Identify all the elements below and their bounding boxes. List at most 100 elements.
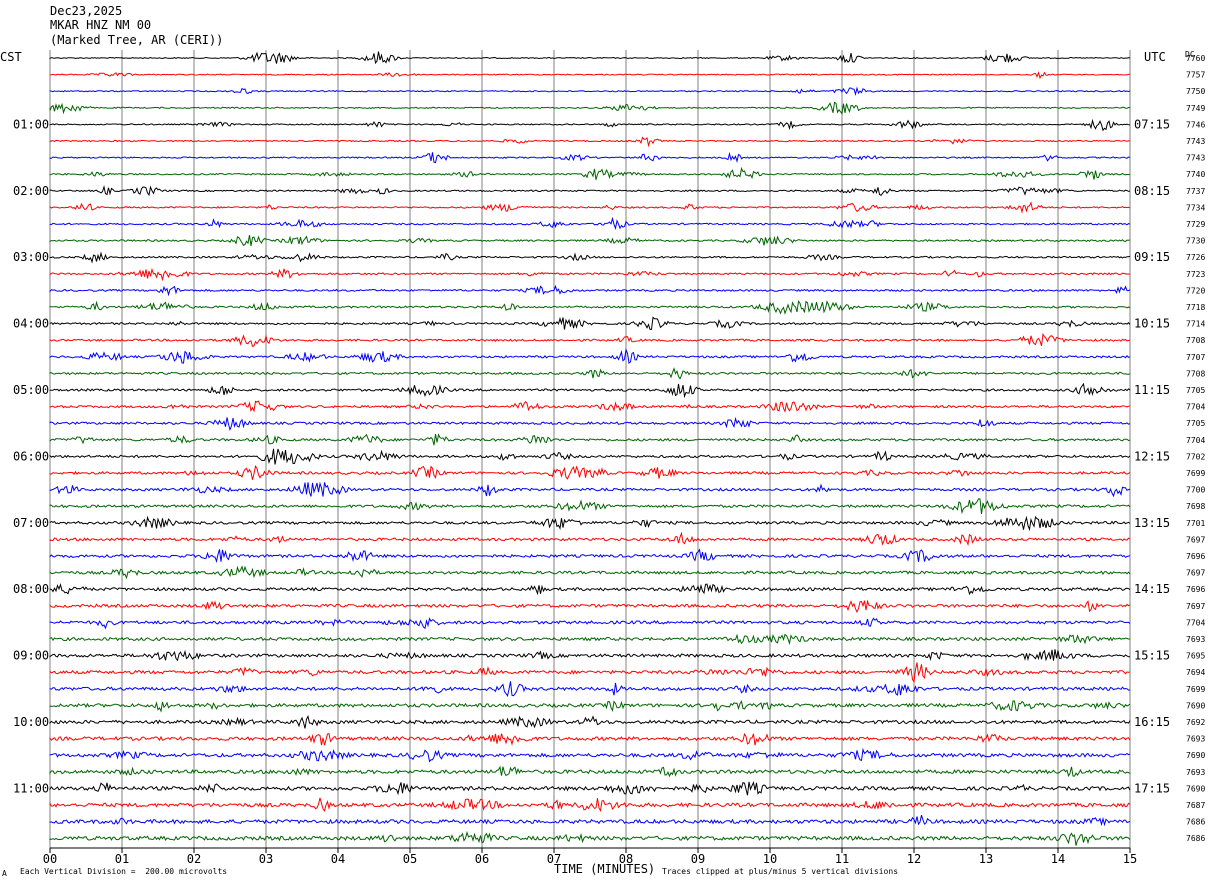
trace-26 bbox=[49, 465, 1131, 480]
station-code: MKAR HNZ NM 00 bbox=[50, 18, 152, 32]
dc-offset: 7760 bbox=[1186, 54, 1205, 63]
trace-42 bbox=[49, 732, 1131, 746]
dc-offset: 7705 bbox=[1186, 386, 1205, 395]
trace-7 bbox=[49, 151, 1131, 164]
utc-label: 16:15 bbox=[1134, 715, 1170, 729]
trace-11 bbox=[49, 216, 1131, 231]
dc-offset: 7693 bbox=[1186, 635, 1205, 644]
dc-offset: 7700 bbox=[1186, 486, 1205, 495]
utc-label: 13:15 bbox=[1134, 516, 1170, 530]
dc-offset: 7698 bbox=[1186, 502, 1205, 511]
dc-offset: 7734 bbox=[1186, 203, 1205, 212]
dc-offset: 7686 bbox=[1186, 834, 1205, 843]
x-tick-label: 12 bbox=[907, 852, 921, 866]
chart-date: Dec23,2025 bbox=[50, 4, 123, 18]
dc-offset: 7704 bbox=[1186, 618, 1205, 627]
x-tick-label: 01 bbox=[115, 852, 129, 866]
utc-label: 11:15 bbox=[1134, 383, 1170, 397]
x-tick-label: 07 bbox=[547, 852, 561, 866]
cst-label: 09:00 bbox=[13, 649, 49, 663]
dc-offset: 7694 bbox=[1186, 668, 1205, 677]
trace-4 bbox=[49, 101, 1131, 115]
dc-offset: 7729 bbox=[1186, 220, 1205, 229]
dc-offset: 7695 bbox=[1186, 652, 1205, 661]
trace-47 bbox=[49, 814, 1131, 827]
trace-5 bbox=[49, 118, 1131, 132]
utc-label: 10:15 bbox=[1134, 317, 1170, 331]
trace-12 bbox=[49, 235, 1131, 247]
cst-label: 06:00 bbox=[13, 449, 49, 463]
trace-30 bbox=[49, 531, 1131, 547]
x-tick-label: 03 bbox=[259, 852, 273, 866]
trace-29 bbox=[49, 515, 1131, 532]
trace-34 bbox=[49, 599, 1131, 614]
dc-offset: 7743 bbox=[1186, 154, 1205, 163]
x-tick-label: 00 bbox=[43, 852, 57, 866]
trace-18 bbox=[49, 332, 1131, 348]
x-tick-label: 02 bbox=[187, 852, 201, 866]
cst-label: 10:00 bbox=[13, 715, 49, 729]
trace-44 bbox=[49, 765, 1131, 778]
dc-offset: 7690 bbox=[1186, 751, 1205, 760]
dc-offset: 7708 bbox=[1186, 336, 1205, 345]
trace-2 bbox=[49, 71, 1131, 80]
dc-offset: 7697 bbox=[1186, 569, 1205, 578]
x-tick-label: 11 bbox=[835, 852, 849, 866]
trace-41 bbox=[49, 714, 1131, 729]
x-tick-label: 13 bbox=[979, 852, 993, 866]
cst-time-labels: 01:00 02:00 03:00 04:00 05:00 06:00 07:00 08:00… bbox=[13, 117, 49, 795]
dc-offset: 7707 bbox=[1186, 353, 1205, 362]
trace-25 bbox=[49, 448, 1131, 465]
dc-offset: 7701 bbox=[1186, 519, 1205, 528]
scale-note: Each Vertical Division = 200.00 microvol… bbox=[20, 867, 228, 876]
dc-offset: 7699 bbox=[1186, 685, 1205, 694]
dc-offset: 7730 bbox=[1186, 237, 1205, 246]
trace-40 bbox=[49, 700, 1131, 713]
cst-label: 01:00 bbox=[13, 117, 49, 131]
dc-offset: 7708 bbox=[1186, 369, 1205, 378]
dc-offset: 7750 bbox=[1186, 87, 1205, 96]
trace-group bbox=[49, 51, 1131, 846]
cst-label: 05:00 bbox=[13, 383, 49, 397]
corner-mark: A bbox=[2, 869, 7, 878]
utc-time-labels: 07:15 08:15 09:15 10:15 11:15 12:15 13:15 14:15… bbox=[1134, 117, 1170, 795]
dc-offset: 7740 bbox=[1186, 170, 1205, 179]
trace-13 bbox=[49, 251, 1131, 264]
trace-39 bbox=[49, 681, 1131, 698]
utc-label: 08:15 bbox=[1134, 184, 1170, 198]
dc-offset: 7704 bbox=[1186, 436, 1205, 445]
minute-grid bbox=[49, 50, 1131, 848]
trace-16 bbox=[49, 300, 1131, 315]
trace-21 bbox=[49, 382, 1131, 399]
dc-offset: 7696 bbox=[1186, 585, 1205, 594]
trace-15 bbox=[49, 284, 1131, 297]
cst-label: 07:00 bbox=[13, 516, 49, 530]
trace-20 bbox=[49, 367, 1131, 380]
dc-offset: 7693 bbox=[1186, 735, 1205, 744]
dc-offset: 7704 bbox=[1186, 403, 1205, 412]
dc-offset: 7743 bbox=[1186, 137, 1205, 146]
trace-38 bbox=[49, 662, 1131, 684]
trace-27 bbox=[49, 481, 1131, 498]
trace-10 bbox=[49, 201, 1131, 214]
trace-6 bbox=[49, 136, 1131, 148]
dc-offset: 7697 bbox=[1186, 535, 1205, 544]
dc-offset: 7690 bbox=[1186, 701, 1205, 710]
trace-14 bbox=[49, 267, 1131, 282]
trace-22 bbox=[49, 400, 1131, 413]
trace-31 bbox=[49, 548, 1131, 563]
utc-label: 15:15 bbox=[1134, 649, 1170, 663]
trace-28 bbox=[49, 498, 1131, 515]
dc-offset: 7687 bbox=[1186, 801, 1205, 810]
x-axis-ticks: 00 01 02 03 04 05 06 07 08 09 10 11 12 13 14 15 bbox=[43, 847, 1137, 866]
trace-46 bbox=[49, 797, 1131, 813]
trace-3 bbox=[49, 86, 1131, 96]
dc-offset: 7693 bbox=[1186, 768, 1205, 777]
x-tick-label: 14 bbox=[1051, 852, 1065, 866]
dc-offset-labels: 7760 7757 7750 7749 7746 7743 7743 7740 7737 7734… bbox=[1186, 54, 1205, 843]
dc-offset: 7718 bbox=[1186, 303, 1205, 312]
x-tick-label: 04 bbox=[331, 852, 345, 866]
x-tick-label: 08 bbox=[619, 852, 633, 866]
dc-offset: 7705 bbox=[1186, 419, 1205, 428]
trace-43 bbox=[49, 747, 1131, 763]
